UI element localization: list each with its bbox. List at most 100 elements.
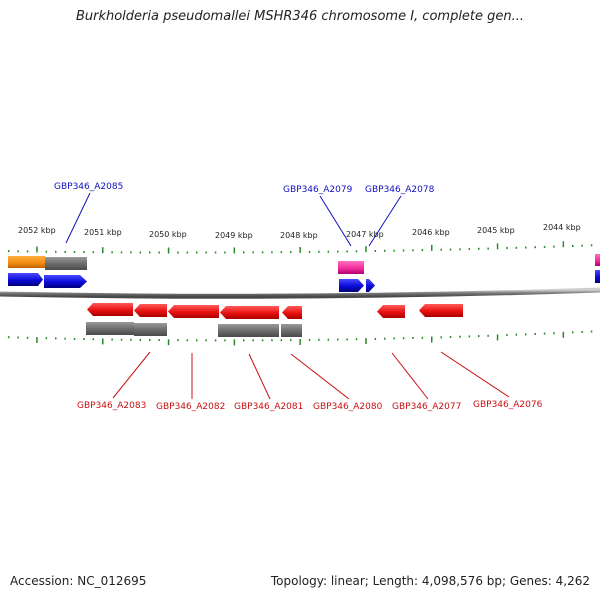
minor-tick xyxy=(478,247,480,250)
minor-tick xyxy=(308,338,311,341)
genome-axis xyxy=(0,287,600,299)
major-tick xyxy=(365,246,367,253)
gray-block-lower[interactable] xyxy=(134,323,167,336)
minor-tick xyxy=(534,246,536,249)
minor-tick xyxy=(393,337,395,340)
minor-tick xyxy=(318,250,320,253)
gray-block-lower[interactable] xyxy=(281,324,302,337)
minor-tick xyxy=(440,248,442,251)
gene-label-a2083[interactable]: GBP346_A2083 xyxy=(77,401,146,411)
minor-tick xyxy=(8,250,10,253)
gene-label-a2078[interactable]: GBP346_A2078 xyxy=(365,185,435,195)
minor-tick xyxy=(468,248,471,251)
reverse-cds-arrow[interactable] xyxy=(220,306,279,319)
minor-tick xyxy=(449,336,452,338)
minor-tick xyxy=(421,249,424,252)
minor-tick xyxy=(83,251,85,254)
minor-tick xyxy=(55,337,57,340)
reverse-cds-arrow[interactable] xyxy=(377,305,405,318)
minor-tick xyxy=(515,246,518,249)
minor-tick xyxy=(337,250,339,253)
gene-label-a2081[interactable]: GBP346_A2081 xyxy=(234,402,303,412)
minor-tick xyxy=(55,250,57,253)
gene-label-a2082[interactable]: GBP346_A2082 xyxy=(156,402,225,412)
forward-cds-arrow[interactable] xyxy=(44,275,87,288)
scale-label-2044: 2044 kbp xyxy=(543,223,581,232)
minor-tick xyxy=(346,338,348,341)
minor-tick xyxy=(26,336,29,339)
major-tick xyxy=(562,241,565,248)
minor-tick xyxy=(271,251,273,254)
minor-tick xyxy=(64,337,66,340)
minor-tick xyxy=(252,251,254,254)
minor-tick xyxy=(139,338,142,341)
callout-line xyxy=(391,352,429,400)
minor-tick xyxy=(224,251,226,254)
forward-cds-arrow[interactable] xyxy=(8,273,43,286)
major-tick xyxy=(365,338,367,345)
gray-block-lower[interactable] xyxy=(86,322,134,335)
callout-line xyxy=(290,353,350,400)
gene-label-a2085[interactable]: GBP346_A2085 xyxy=(54,182,123,192)
reverse-cds-arrow[interactable] xyxy=(168,305,219,318)
minor-tick xyxy=(412,249,414,252)
gray-block-lower[interactable] xyxy=(218,324,279,337)
minor-tick xyxy=(459,248,461,251)
minor-tick xyxy=(252,339,254,342)
lower-gene-blocks xyxy=(86,322,302,337)
map-title: Burkholderia pseudomallei MSHR346 chromo… xyxy=(75,9,525,24)
minor-tick xyxy=(111,251,113,254)
minor-tick xyxy=(506,334,508,337)
reverse-cds-arrow[interactable] xyxy=(419,304,463,317)
gene-label-a2077[interactable]: GBP346_A2077 xyxy=(392,402,461,412)
minor-tick xyxy=(402,249,405,252)
major-tick xyxy=(233,339,236,346)
scale-label-2047: 2047 kbp xyxy=(346,230,384,239)
minor-tick xyxy=(224,339,226,342)
minor-tick xyxy=(186,251,189,254)
major-tick xyxy=(496,243,499,250)
forward-cds-arrow[interactable] xyxy=(366,279,375,292)
reverse-cds-arrow[interactable] xyxy=(134,304,167,317)
gene-label-a2079[interactable]: GBP346_A2079 xyxy=(283,185,353,195)
major-tick xyxy=(431,336,433,343)
minor-tick xyxy=(572,331,574,334)
orange-block[interactable] xyxy=(8,256,45,268)
minor-tick xyxy=(553,332,555,335)
reverse-cds-arrow[interactable] xyxy=(87,303,133,316)
reverse-cds-arrow[interactable] xyxy=(282,306,302,319)
callout-line xyxy=(112,351,151,399)
minor-tick xyxy=(261,339,264,342)
minor-tick xyxy=(196,339,198,342)
minor-tick xyxy=(590,330,593,333)
minor-tick xyxy=(205,251,207,254)
minor-tick xyxy=(290,339,292,342)
minor-tick xyxy=(290,251,292,254)
pink-block-edge[interactable] xyxy=(595,254,600,266)
major-tick xyxy=(36,337,38,343)
scale-label-2050: 2050 kbp xyxy=(149,230,187,239)
gene-label-a2076[interactable]: GBP346_A2076 xyxy=(473,400,543,410)
forward-gene-callouts: GBP346_A2085 GBP346_A2079 GBP346_A2078 xyxy=(54,182,435,247)
gene-label-a2080[interactable]: GBP346_A2080 xyxy=(313,402,383,412)
scale-label-2046: 2046 kbp xyxy=(412,228,450,237)
accession-text: Accession: NC_012695 xyxy=(10,574,147,588)
forward-cds-arrow-edge[interactable] xyxy=(595,270,600,283)
minor-tick xyxy=(355,250,358,253)
major-tick xyxy=(562,331,565,338)
forward-cds-track xyxy=(8,270,600,292)
minor-tick xyxy=(572,245,574,247)
minor-tick xyxy=(515,333,518,336)
minor-tick xyxy=(205,339,207,342)
major-tick xyxy=(36,246,38,253)
major-tick xyxy=(496,334,499,341)
gray-block-upper[interactable] xyxy=(45,257,87,270)
minor-tick xyxy=(327,338,330,341)
minor-tick xyxy=(318,338,320,341)
minor-tick xyxy=(261,251,264,254)
minor-tick xyxy=(158,339,160,342)
minor-tick xyxy=(459,335,461,338)
pink-block[interactable] xyxy=(338,261,364,274)
forward-cds-arrow[interactable] xyxy=(339,279,364,292)
